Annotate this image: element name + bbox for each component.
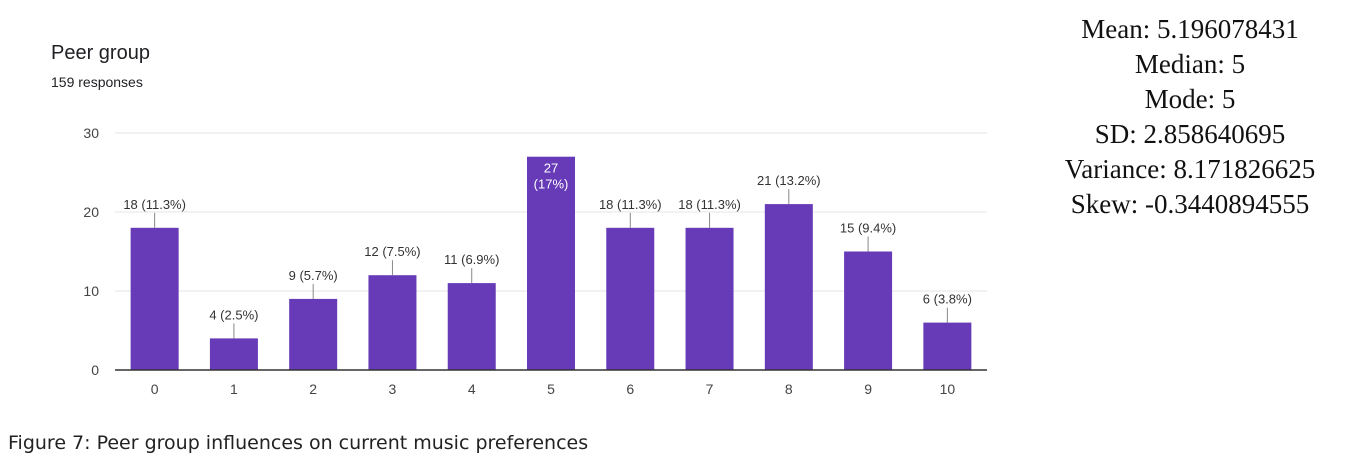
bar <box>130 227 179 370</box>
x-tick-label: 8 <box>785 381 793 397</box>
bar <box>764 204 813 370</box>
y-tick-label: 0 <box>91 362 99 378</box>
data-label: 18 (11.3%) <box>123 197 186 212</box>
bar <box>923 322 972 370</box>
bar <box>527 156 575 370</box>
chart-subtitle: 159 responses <box>51 74 143 90</box>
data-label: 18 (11.3%) <box>678 197 741 212</box>
data-label: 9 (5.7%) <box>289 268 338 283</box>
chart-title: Peer group <box>51 42 150 64</box>
statistics-panel: Mean: 5.196078431 Median: 5 Mode: 5 SD: … <box>1040 12 1340 222</box>
y-tick-label: 20 <box>83 204 99 220</box>
x-tick-label: 3 <box>389 381 397 397</box>
x-tick-label: 7 <box>706 381 714 397</box>
bar <box>368 275 417 370</box>
bar <box>685 227 734 370</box>
data-label: 21 (13.2%) <box>757 173 821 188</box>
y-tick-label: 30 <box>83 125 99 141</box>
y-tick-label: 10 <box>83 283 99 299</box>
x-tick-label: 4 <box>468 381 476 397</box>
x-tick-label: 5 <box>547 381 555 397</box>
stat-mean: Mean: 5.196078431 <box>1081 14 1299 44</box>
data-label: 18 (11.3%) <box>599 197 662 212</box>
x-tick-label: 9 <box>864 381 872 397</box>
stat-sd: SD: 2.858640695 <box>1094 119 1286 149</box>
figure-caption: Figure 7: Peer group influences on curre… <box>8 432 589 454</box>
stat-variance: Variance: 8.171826625 <box>1064 154 1316 184</box>
stat-median: Median: 5 <box>1134 49 1246 79</box>
data-label: 6 (3.8%) <box>923 292 972 307</box>
data-label: 27 (17%) <box>534 161 569 192</box>
stat-mode: Mode: 5 <box>1144 84 1236 114</box>
x-tick-label: 2 <box>309 381 317 397</box>
bar <box>447 283 496 370</box>
x-tick-label: 6 <box>626 381 634 397</box>
data-label: 4 (2.5%) <box>209 307 258 322</box>
bar <box>209 338 258 370</box>
stat-skew: Skew: -0.3440894555 <box>1070 189 1310 219</box>
data-label: 11 (6.9%) <box>444 252 499 267</box>
x-tick-label: 0 <box>151 381 159 397</box>
x-tick-label: 1 <box>230 381 238 397</box>
x-tick-label: 10 <box>940 381 956 397</box>
data-label: 15 (9.4%) <box>840 221 896 236</box>
data-label: 12 (7.5%) <box>364 244 420 259</box>
bar <box>606 227 655 370</box>
bar <box>844 251 893 370</box>
bar <box>289 298 338 370</box>
